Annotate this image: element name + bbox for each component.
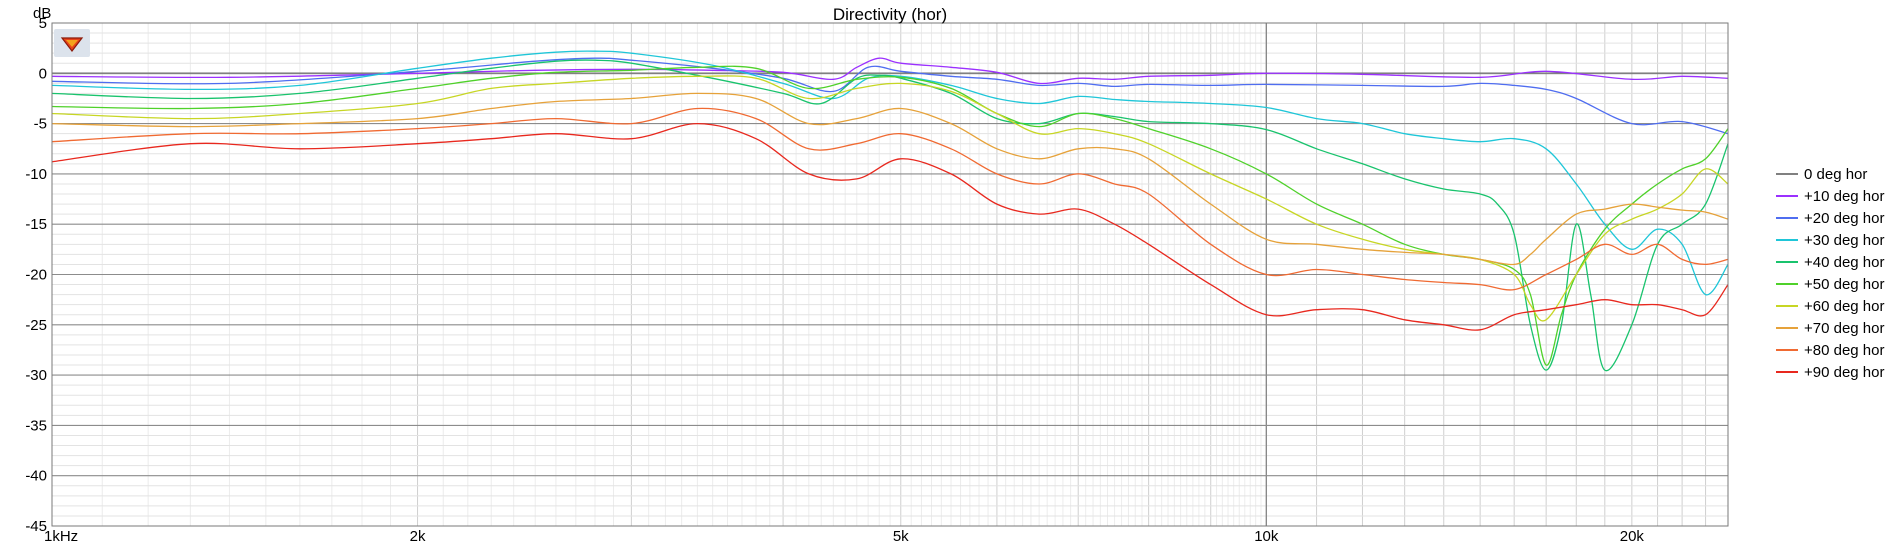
y-tick-label: -45 — [25, 518, 47, 535]
legend-label: +20 deg hor — [1804, 209, 1885, 227]
legend-item: +20 deg hor — [1776, 207, 1885, 229]
x-tick-label: 5k — [893, 528, 909, 542]
series-line — [51, 122, 1729, 331]
app-logo-icon — [54, 29, 90, 57]
legend-label: +40 deg hor — [1804, 253, 1885, 271]
legend-item: +70 deg hor — [1776, 317, 1885, 339]
legend-item: +60 deg hor — [1776, 295, 1885, 317]
legend: 0 deg hor +10 deg hor +20 deg hor +30 deg h… — [1776, 163, 1885, 383]
y-tick-label: -30 — [25, 367, 47, 384]
x-tick-label: 20k — [1620, 528, 1645, 542]
legend-swatch — [1776, 239, 1798, 241]
legend-label: +30 deg hor — [1804, 231, 1885, 249]
legend-label: +90 deg hor — [1804, 363, 1885, 381]
legend-swatch — [1776, 217, 1798, 219]
legend-swatch — [1776, 173, 1798, 175]
legend-swatch — [1776, 195, 1798, 197]
legend-swatch — [1776, 261, 1798, 263]
series-line — [51, 75, 1729, 322]
y-tick-label: 5 — [39, 15, 47, 32]
series-line — [51, 92, 1729, 266]
y-tick-label: -15 — [25, 216, 47, 233]
y-axis-label: dB — [33, 5, 51, 22]
legend-label: +70 deg hor — [1804, 319, 1885, 337]
legend-label: +10 deg hor — [1804, 187, 1885, 205]
x-tick-label: 2k — [410, 528, 426, 542]
legend-swatch — [1776, 327, 1798, 329]
legend-label: +50 deg hor — [1804, 275, 1885, 293]
y-tick-label: -20 — [25, 267, 47, 284]
y-tick-labels: 5 0 -5 -10 -15 -20 -25 -30 -35 -40 -45 — [25, 15, 47, 535]
series-line — [51, 57, 1729, 85]
y-tick-label: 0 — [39, 65, 47, 82]
y-tick-label: -25 — [25, 317, 47, 334]
legend-swatch — [1776, 305, 1798, 307]
x-tick-label: 1kHz — [44, 528, 78, 542]
series-line — [51, 107, 1729, 291]
series-line — [51, 57, 1729, 135]
legend-item: +80 deg hor — [1776, 339, 1885, 361]
legend-swatch — [1776, 349, 1798, 351]
legend-item: +30 deg hor — [1776, 229, 1885, 251]
y-tick-label: -10 — [25, 166, 47, 183]
chart-title: Directivity (hor) — [833, 5, 947, 24]
x-tick-labels: 1kHz 2k 5k 10k 20k — [44, 528, 1644, 542]
legend-item: 0 deg hor — [1776, 163, 1885, 185]
legend-item: +10 deg hor — [1776, 185, 1885, 207]
minor-grid — [51, 23, 1729, 526]
y-tick-label: -5 — [34, 116, 47, 133]
series-line — [51, 50, 1729, 296]
legend-swatch — [1776, 371, 1798, 373]
legend-item: +50 deg hor — [1776, 273, 1885, 295]
legend-label: 0 deg hor — [1804, 165, 1868, 183]
legend-swatch — [1776, 283, 1798, 285]
legend-item: +40 deg hor — [1776, 251, 1885, 273]
y-tick-label: -35 — [25, 417, 47, 434]
y-tick-label: -40 — [25, 468, 47, 485]
plot-frame — [51, 22, 1729, 527]
legend-item: +90 deg hor — [1776, 361, 1885, 383]
series-layer — [51, 50, 1729, 372]
legend-label: +80 deg hor — [1804, 341, 1885, 359]
x-tick-label: 10k — [1254, 528, 1279, 542]
legend-label: +60 deg hor — [1804, 297, 1885, 315]
